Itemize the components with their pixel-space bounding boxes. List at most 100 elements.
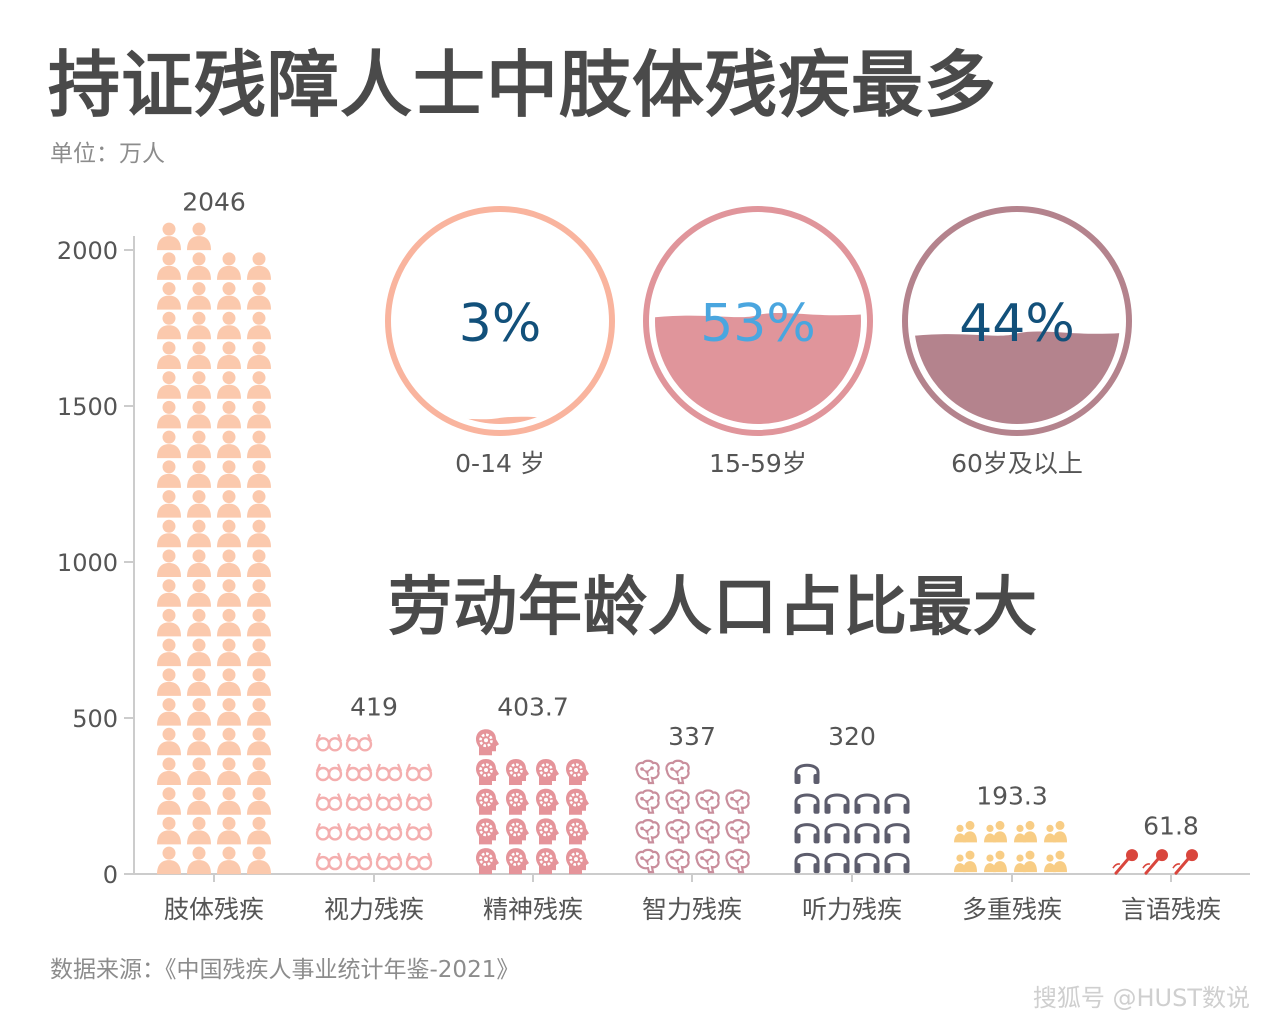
person-icon: [247, 549, 271, 577]
circle-ring: [385, 206, 615, 436]
person-icon: [247, 430, 271, 459]
person-icon: [247, 252, 271, 280]
person-icon: [247, 846, 271, 875]
person-icon: [157, 579, 181, 607]
person-icon: [157, 668, 181, 696]
head-gear-icon: [476, 729, 499, 756]
brain-icon: [725, 819, 750, 844]
bar-2: [315, 733, 433, 871]
person-icon: [247, 579, 271, 607]
brain-icon: [725, 848, 750, 874]
glasses-icon: [315, 763, 343, 782]
person-icon: [157, 698, 181, 726]
person-icon: [157, 252, 181, 280]
bar-5: [794, 763, 910, 874]
person-icon: [187, 311, 211, 340]
person-icon: [187, 638, 211, 667]
people-group-icon: [984, 850, 1007, 873]
x-tick-label: 听力残疾: [802, 895, 902, 924]
person-icon: [247, 341, 271, 369]
data-label: 193.3: [976, 782, 1048, 811]
watermark: 搜狐号 @HUST数说: [1032, 984, 1250, 1012]
person-icon: [187, 816, 211, 845]
person-icon: [217, 846, 241, 875]
people-group-icon: [1044, 850, 1067, 873]
unit-label: 单位：万人: [50, 141, 165, 167]
headphones-icon: [884, 823, 910, 844]
person-icon: [187, 608, 211, 637]
glasses-icon: [345, 852, 373, 871]
x-tick-label: 多重残疾: [962, 895, 1062, 924]
person-icon: [187, 668, 211, 696]
bar-1: [157, 222, 271, 875]
person-icon: [157, 460, 181, 488]
person-icon: [187, 282, 211, 310]
person-icon: [247, 668, 271, 696]
age-circle-1: 3% 0-14 岁: [385, 206, 615, 478]
person-icon: [217, 282, 241, 310]
age-circle-2: 53% 15-59岁: [643, 206, 873, 478]
age-group-label: 15-59岁: [709, 449, 807, 478]
glasses-icon: [345, 763, 373, 782]
person-icon: [187, 252, 211, 280]
brain-icon: [635, 819, 660, 844]
head-gear-icon: [476, 788, 499, 815]
head-gear-icon: [476, 759, 499, 785]
head-gear-icon: [506, 788, 529, 815]
glasses-icon: [405, 793, 433, 811]
person-icon: [187, 727, 211, 756]
glasses-icon: [405, 852, 433, 871]
percent-label: 44%: [959, 294, 1075, 354]
brain-icon: [635, 759, 660, 785]
headphones-icon: [884, 852, 910, 874]
person-icon: [157, 549, 181, 577]
age-group-label: 0-14 岁: [455, 449, 545, 478]
head-gear-icon: [536, 818, 559, 845]
y-tick-label: 500: [72, 705, 118, 733]
brain-icon: [725, 789, 750, 814]
x-tick-label: 肢体残疾: [164, 895, 264, 924]
person-icon: [187, 579, 211, 607]
people-group-icon: [954, 820, 977, 843]
glasses-icon: [375, 852, 403, 871]
person-icon: [217, 668, 241, 696]
person-icon: [157, 608, 181, 637]
age-circle-3: 44% 60岁及以上: [902, 206, 1132, 478]
person-icon: [187, 757, 211, 785]
head-gear-icon: [506, 818, 529, 845]
glasses-icon: [345, 793, 373, 811]
person-icon: [247, 727, 271, 756]
person-icon: [247, 311, 271, 340]
brain-icon: [635, 848, 660, 874]
person-icon: [217, 549, 241, 577]
headphones-icon: [794, 793, 820, 814]
brain-icon: [665, 819, 690, 844]
person-icon: [157, 519, 181, 548]
glasses-icon: [375, 793, 403, 811]
person-icon: [247, 757, 271, 785]
head-gear-icon: [476, 818, 499, 845]
data-label: 2046: [182, 187, 246, 216]
headphones-icon: [794, 852, 820, 874]
person-icon: [217, 638, 241, 667]
person-icon: [187, 490, 211, 518]
x-tick-label: 视力残疾: [324, 895, 424, 924]
x-tick-label: 言语残疾: [1121, 895, 1221, 924]
person-icon: [157, 638, 181, 667]
percent-label: 53%: [700, 294, 816, 354]
people-group-icon: [1044, 820, 1067, 843]
brain-icon: [665, 759, 690, 785]
brain-icon: [665, 789, 690, 814]
person-icon: [217, 608, 241, 637]
bar-4: [635, 759, 750, 874]
person-icon: [187, 460, 211, 488]
person-icon: [217, 252, 241, 280]
headphones-icon: [884, 793, 910, 814]
people-group-icon: [1014, 820, 1037, 843]
percent-label: 3%: [459, 294, 542, 354]
person-icon: [157, 222, 181, 251]
person-icon: [187, 222, 211, 251]
person-icon: [217, 787, 241, 815]
headphones-icon: [824, 793, 850, 814]
